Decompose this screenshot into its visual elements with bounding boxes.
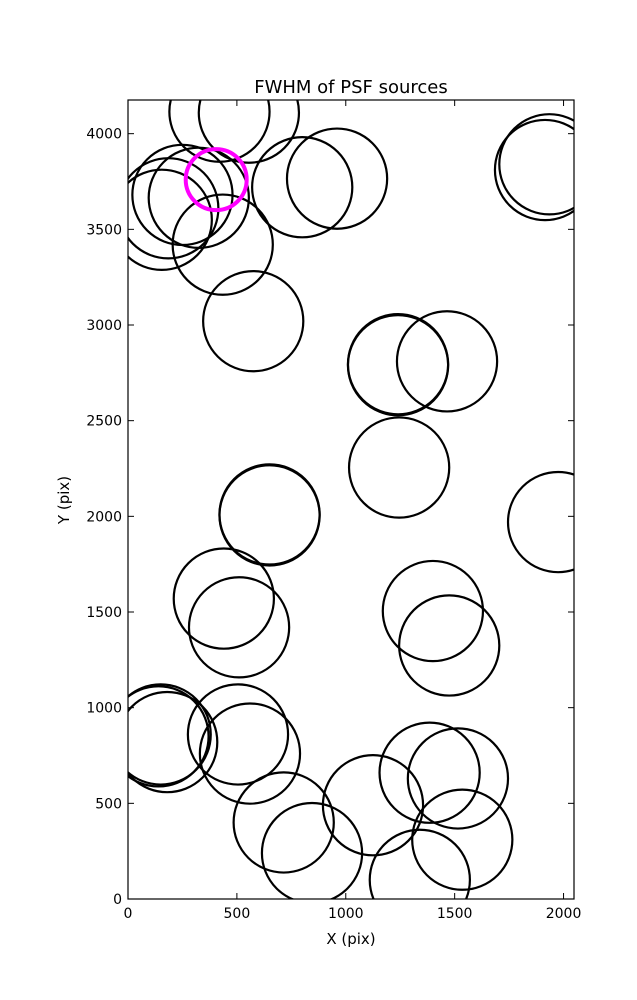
- psf-source-circle: [260, 801, 364, 899]
- x-tick-label: 0: [124, 906, 133, 922]
- psf-source-circle: [171, 193, 274, 296]
- psf-source-circle: [128, 690, 219, 794]
- psf-source-circle: [347, 416, 451, 519]
- psf-source-circle: [128, 685, 210, 788]
- y-tick-label: 3000: [86, 318, 122, 334]
- psf-source-circle: [381, 559, 485, 663]
- psf-source-circle: [202, 269, 305, 373]
- psf-source-circle: [187, 576, 291, 679]
- y-axis-label: Y (pix): [55, 476, 73, 525]
- psf-source-circle: [218, 464, 321, 567]
- chart-title: FWHM of PSF sources: [254, 77, 448, 98]
- psf-source-circle: [172, 547, 276, 650]
- psf-source-circle: [198, 702, 302, 805]
- y-tick-label: 2500: [86, 414, 122, 430]
- plot-frame: [127, 99, 575, 900]
- psf-source-circle: [197, 100, 301, 164]
- psf-source-circle: [186, 683, 290, 786]
- y-tick-label: 0: [113, 892, 122, 908]
- psf-source-circle: [378, 721, 481, 824]
- psf-source-circle: [128, 168, 213, 271]
- y-tick-label: 500: [95, 796, 122, 812]
- psf-source-circle: [406, 727, 510, 830]
- psf-source-circle: [493, 118, 574, 222]
- x-tick-label: 2000: [546, 906, 582, 922]
- y-tick-label: 3500: [86, 222, 122, 238]
- x-axis-label: X (pix): [326, 930, 375, 948]
- psf-source-circle: [147, 146, 250, 249]
- psf-source-circle: [368, 828, 471, 899]
- psf-source-circle: [232, 771, 335, 874]
- highlight-psf-circle: [183, 147, 249, 213]
- psf-source-circle: [321, 754, 425, 857]
- plot-area: [128, 100, 574, 899]
- y-tick-label: 1500: [86, 605, 122, 621]
- psf-source-circle: [128, 683, 212, 786]
- psf-source-circle: [395, 310, 499, 413]
- y-tick-label: 2000: [86, 509, 122, 525]
- psf-source-circle: [411, 788, 514, 891]
- psf-source-circle: [506, 470, 574, 574]
- x-tick-label: 1500: [437, 906, 473, 922]
- psf-source-circle: [346, 313, 450, 417]
- psf-source-circle: [285, 127, 389, 230]
- psf-source-circle: [398, 594, 501, 697]
- y-tick-label: 4000: [86, 127, 122, 143]
- psf-source-circle: [498, 113, 574, 216]
- axis-ticks: 0 500 1000 1500 2000 0 500 1000 1500 2000 2500 3000…: [86, 100, 581, 922]
- y-tick-label: 1000: [86, 701, 122, 717]
- psf-source-circle: [251, 136, 354, 239]
- x-tick-label: 500: [224, 906, 251, 922]
- x-tick-label: 1000: [328, 906, 364, 922]
